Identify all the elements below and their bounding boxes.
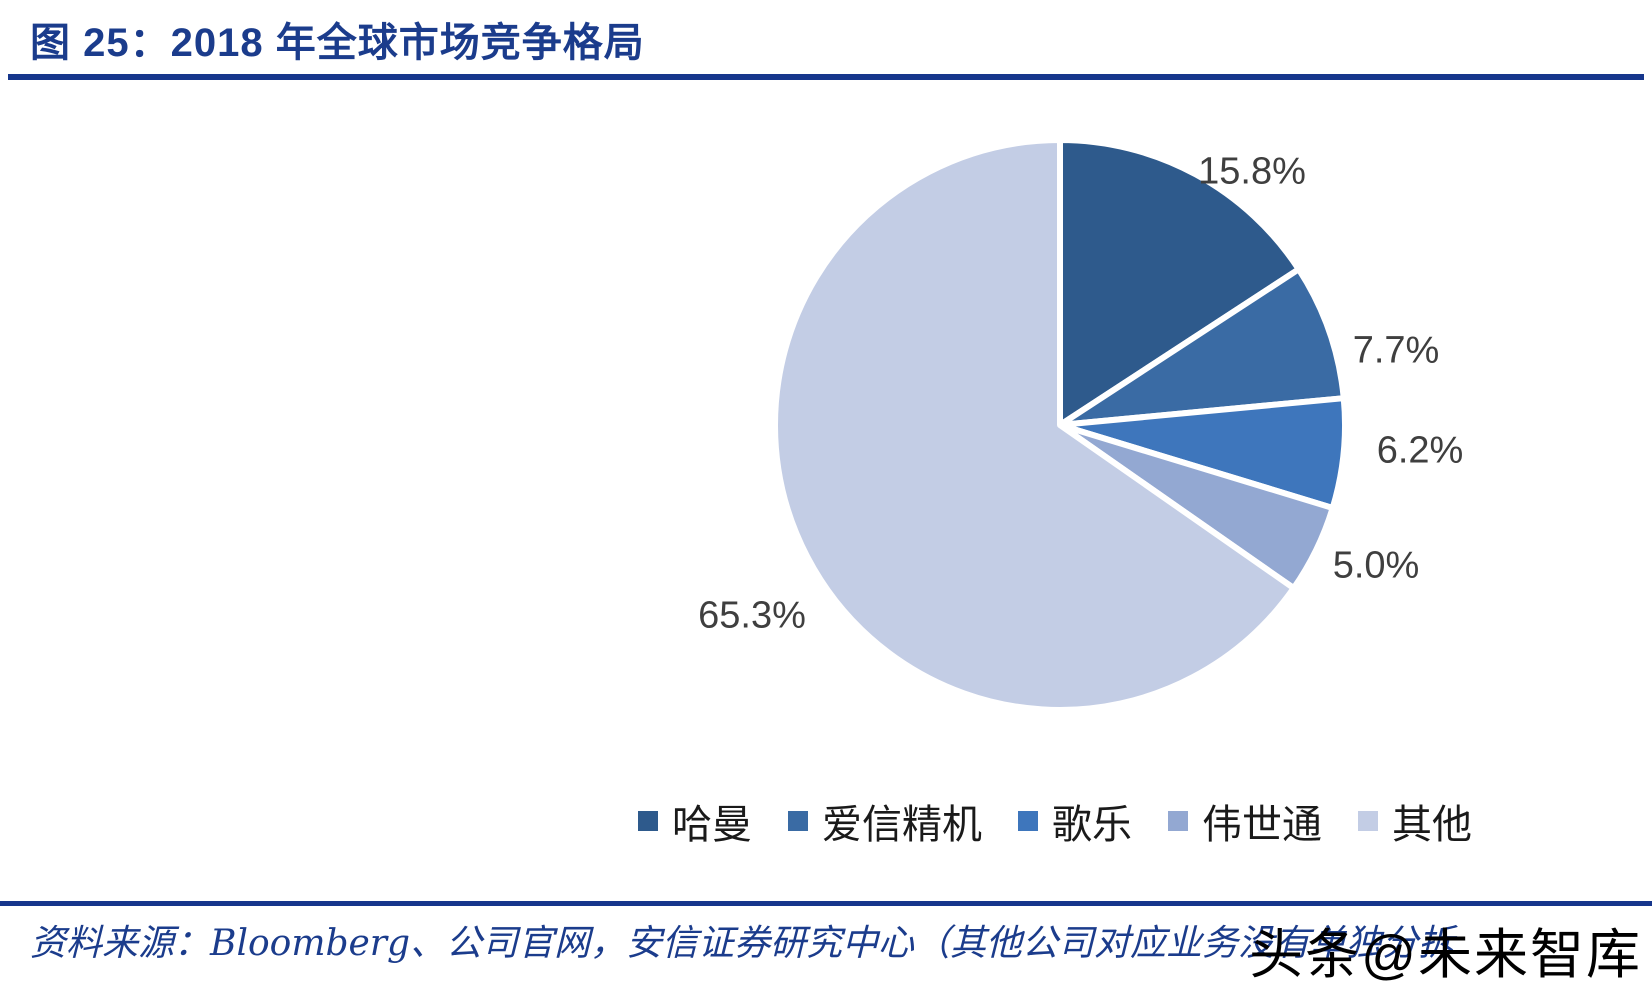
legend-item-歌乐: 歌乐: [1018, 792, 1132, 850]
pie-percent-label-伟世通: 5.0%: [1332, 544, 1420, 587]
title-underline-rule: [8, 74, 1644, 80]
legend-swatch-icon: [638, 811, 658, 831]
legend-item-伟世通: 伟世通: [1168, 792, 1322, 850]
watermark-text: 头条@未来智库: [1249, 925, 1642, 985]
source-text-obscured: 有单独分拆: [1274, 923, 1455, 964]
pie-percent-label-爱信精机: 7.7%: [1352, 329, 1440, 372]
legend-label: 哈曼: [672, 803, 752, 847]
legend: 哈曼 爱信精机 歌乐 伟世通 其他: [460, 792, 1650, 850]
figure-title: 图 25：2018 年全球市场竞争格局: [30, 21, 645, 65]
legend-label: 爱信精机: [822, 803, 982, 847]
legend-item-其他: 其他: [1358, 792, 1472, 850]
legend-swatch-icon: [1168, 811, 1188, 831]
legend-label: 歌乐: [1052, 803, 1132, 847]
source-text: 资料来源：Bloomberg、公司官网，安信证券研究中心（其他公司对应业务没: [30, 923, 1275, 964]
legend-swatch-icon: [1358, 811, 1378, 831]
pie-percent-label-其他: 65.3%: [698, 594, 806, 637]
pie-percent-label-歌乐: 6.2%: [1376, 429, 1464, 472]
legend-swatch-icon: [1018, 811, 1038, 831]
legend-item-爱信精机: 爱信精机: [788, 792, 982, 850]
pie-slice-爱信精机: [1057, 266, 1347, 428]
pie-slice-哈曼: [1057, 137, 1302, 428]
source-line: 资料来源：Bloomberg、公司官网，安信证券研究中心（其他公司对应业务没有单…: [30, 914, 1454, 966]
legend-label: 其他: [1392, 803, 1472, 847]
legend-label: 伟世通: [1202, 803, 1322, 847]
pie-slice-其他: [772, 137, 1297, 713]
legend-swatch-icon: [788, 811, 808, 831]
pie-percent-label-哈曼: 15.8%: [1198, 150, 1306, 193]
legend-item-哈曼: 哈曼: [638, 792, 752, 850]
bottom-rule: [0, 901, 1652, 906]
